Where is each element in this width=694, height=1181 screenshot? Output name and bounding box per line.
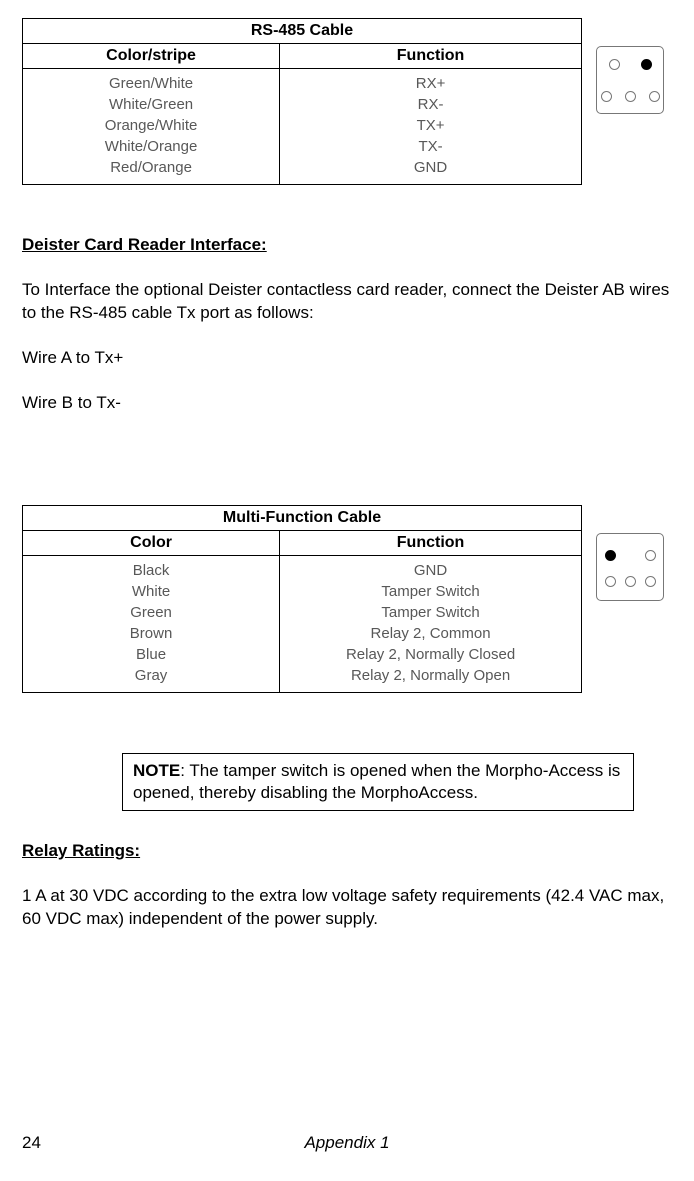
table-cell-value: Gray	[135, 665, 168, 686]
mf-title: Multi-Function Cable	[23, 505, 582, 530]
page-number: 24	[22, 1133, 62, 1153]
footer-title: Appendix 1	[62, 1133, 632, 1153]
table-cell-value: Tamper Switch	[381, 602, 479, 623]
note-label: NOTE	[133, 761, 180, 780]
table-cell-value: TX-	[418, 136, 442, 157]
table-cell-value: Brown	[130, 623, 173, 644]
table-cell-value: Relay 2, Normally Open	[351, 665, 510, 686]
table-cell-value: RX-	[418, 94, 444, 115]
multifunction-table: Multi-Function Cable Color Function Blac…	[22, 505, 582, 693]
rs485-col2-header: Function	[280, 44, 582, 69]
table-cell-value: Relay 2, Normally Closed	[346, 644, 515, 665]
relay-heading: Relay Ratings:	[22, 841, 672, 861]
mf-col2-header: Function	[280, 530, 582, 555]
table-cell-value: White	[132, 581, 170, 602]
relay-p1: 1 A at 30 VDC according to the extra low…	[22, 885, 672, 931]
connector-pin	[625, 576, 636, 587]
deister-heading: Deister Card Reader Interface:	[22, 235, 672, 255]
connector-pin	[605, 550, 616, 561]
table-cell-value: Blue	[136, 644, 166, 665]
table-cell-value: GND	[414, 560, 447, 581]
connector-pin	[649, 91, 660, 102]
rs485-col1-header: Color/stripe	[23, 44, 280, 69]
deister-p1: To Interface the optional Deister contac…	[22, 279, 672, 325]
note-box: NOTE: The tamper switch is opened when t…	[122, 753, 634, 811]
table-cell-value: Red/Orange	[110, 157, 192, 178]
table-cell-value: Black	[133, 560, 170, 581]
connector-pin	[641, 59, 652, 70]
connector-pin	[609, 59, 620, 70]
connector-pin	[625, 91, 636, 102]
table-cell-value: TX+	[417, 115, 445, 136]
connector-pin	[645, 550, 656, 561]
table-cell-value: GND	[414, 157, 447, 178]
mf-col1-header: Color	[23, 530, 280, 555]
table-cell-value: White/Green	[109, 94, 193, 115]
connector-pin	[601, 91, 612, 102]
rs485-col1-cell: Green/WhiteWhite/GreenOrange/WhiteWhite/…	[23, 69, 280, 185]
rs485-col2-cell: RX+RX-TX+TX-GND	[280, 69, 582, 185]
mf-connector-icon	[596, 533, 664, 601]
mf-col2-cell: GNDTamper SwitchTamper SwitchRelay 2, Co…	[280, 555, 582, 692]
rs485-table: RS-485 Cable Color/stripe Function Green…	[22, 18, 582, 185]
note-text: : The tamper switch is opened when the M…	[133, 761, 620, 802]
rs485-row: RS-485 Cable Color/stripe Function Green…	[22, 18, 672, 185]
table-cell-value: Relay 2, Common	[371, 623, 491, 644]
table-cell-value: Tamper Switch	[381, 581, 479, 602]
rs485-title: RS-485 Cable	[23, 19, 582, 44]
rs485-connector-icon	[596, 46, 664, 114]
connector-pin	[645, 576, 656, 587]
multifunction-row: Multi-Function Cable Color Function Blac…	[22, 505, 672, 693]
table-cell-value: RX+	[416, 73, 446, 94]
connector-pin	[605, 576, 616, 587]
table-cell-value: White/Orange	[105, 136, 198, 157]
deister-p2: Wire A to Tx+	[22, 347, 672, 370]
mf-col1-cell: BlackWhiteGreenBrownBlueGray	[23, 555, 280, 692]
table-cell-value: Green	[130, 602, 172, 623]
page-footer: 24 Appendix 1	[22, 1133, 672, 1153]
deister-p3: Wire B to Tx-	[22, 392, 672, 415]
table-cell-value: Orange/White	[105, 115, 198, 136]
table-cell-value: Green/White	[109, 73, 193, 94]
